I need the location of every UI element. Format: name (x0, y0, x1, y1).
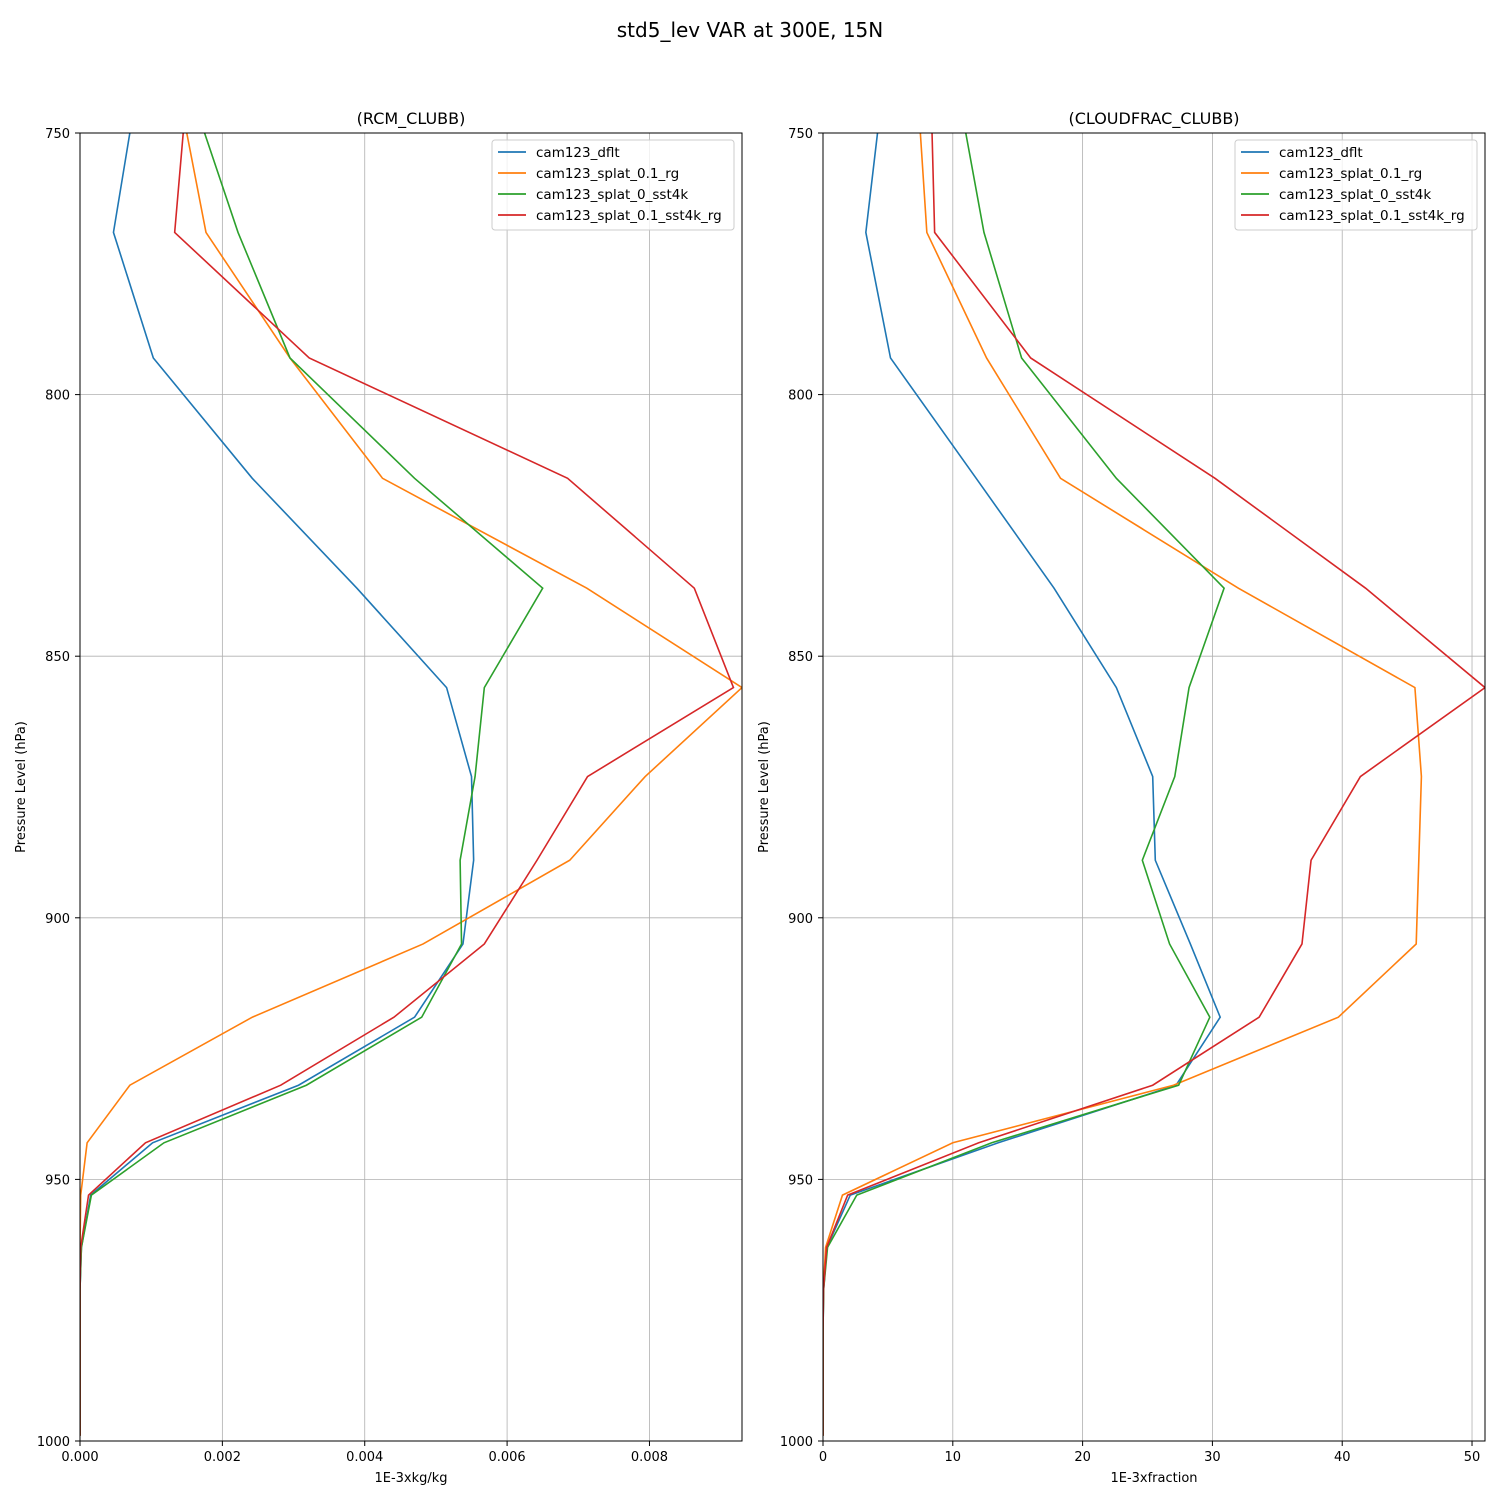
legend-entry: cam123_dflt (536, 145, 620, 161)
x-tick-label: 10 (945, 1450, 962, 1465)
panel-title: (RCM_CLUBB) (357, 109, 466, 129)
x-tick-label: 0.006 (488, 1450, 525, 1465)
legend: cam123_dflt cam123_splat_0.1_rg cam123_spl… (491, 139, 735, 231)
y-tick-label: 800 (788, 389, 813, 404)
y-tick-label: 950 (788, 1173, 813, 1188)
y-tick-label: 900 (45, 912, 70, 927)
x-tick-label: 50 (1464, 1450, 1481, 1465)
y-tick-label: 800 (45, 389, 70, 404)
series-line-cam123-splat-0-1-rg (823, 133, 1423, 1436)
series-line-cam123-splat-0-1-rg (80, 133, 742, 1436)
y-tick-label: 1000 (780, 1435, 813, 1450)
y-axis-label: Pressure Level (hPa) (757, 721, 772, 853)
y-tick-label: 900 (788, 912, 813, 927)
legend-entry: cam123_dflt (1279, 145, 1363, 161)
y-tick-label: 750 (45, 127, 70, 142)
y-tick-label: 1000 (37, 1435, 70, 1450)
y-tick-label: 850 (788, 650, 813, 665)
legend-entry: cam123_splat_0.1_rg (1279, 166, 1422, 182)
y-tick-label: 850 (45, 650, 70, 665)
legend-entry: cam123_splat_0.1_sst4k_rg (1279, 208, 1465, 224)
series-line-cam123-dflt (80, 133, 475, 1436)
legend-entry: cam123_splat_0_sst4k (536, 187, 688, 203)
y-axis-label: Pressure Level (hPa) (14, 721, 29, 853)
y-tick-label: 750 (788, 127, 813, 142)
x-tick-label: 0.002 (204, 1450, 241, 1465)
y-tick-label: 950 (45, 1173, 70, 1188)
x-axis-label: 1E-3xkg/kg (374, 1471, 447, 1486)
series-line-cam123-splat-0-sst4k (823, 133, 1226, 1436)
x-tick-label: 0.000 (61, 1450, 98, 1465)
axes-frame (822, 132, 1486, 1442)
legend: cam123_dflt cam123_splat_0.1_rg cam123_spl… (1234, 139, 1478, 231)
x-tick-label: 30 (1204, 1450, 1221, 1465)
series-line-cam123-splat-0-sst4k (80, 133, 544, 1436)
legend-box (491, 139, 735, 231)
panel-rcm-clubb: 0.000 0.002 0.004 0.006 0.008 750 800 850 900 950… (14, 109, 743, 1486)
panel-cloudfrac-clubb: 0 10 20 30 40 50 750 800 850 900 950 1000 (CLOUDFRAC… (757, 109, 1486, 1486)
x-tick-label: 0.004 (346, 1450, 383, 1465)
axes-frame (79, 132, 743, 1442)
panel-title: (CLOUDFRAC_CLUBB) (1068, 109, 1239, 129)
series-line-cam123-splat-0-1-sst4k-rg (80, 133, 735, 1436)
legend-entry: cam123_splat_0.1_sst4k_rg (536, 208, 722, 224)
legend-entry: cam123_splat_0.1_rg (536, 166, 679, 182)
series-line-cam123-dflt (823, 133, 1222, 1436)
x-tick-label: 40 (1334, 1450, 1351, 1465)
x-tick-label: 20 (1074, 1450, 1091, 1465)
x-tick-label: 0 (819, 1450, 827, 1465)
figure-suptitle: std5_lev VAR at 300E, 15N (617, 18, 883, 42)
legend-entry: cam123_splat_0_sst4k (1279, 187, 1431, 203)
legend-box (1234, 139, 1478, 231)
x-axis-label: 1E-3xfraction (1110, 1471, 1197, 1486)
x-tick-label: 0.008 (631, 1450, 668, 1465)
series-line-cam123-splat-0-1-sst4k-rg (823, 133, 1485, 1436)
